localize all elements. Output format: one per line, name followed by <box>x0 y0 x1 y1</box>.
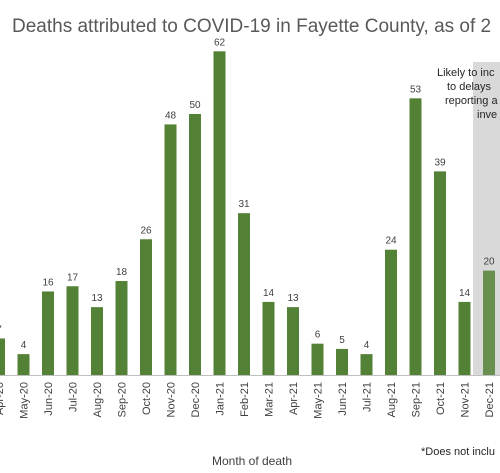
bar-value-label: 26 <box>140 225 152 236</box>
bar <box>66 286 79 375</box>
x-tick-label: Jun-21 <box>337 382 349 416</box>
bar <box>483 270 495 375</box>
bar-value-label: 31 <box>238 199 250 210</box>
x-tick-label: Apr-20 <box>0 382 6 415</box>
x-tick-label: Aug-21 <box>386 382 398 417</box>
bar <box>189 113 201 376</box>
x-tick-labels: Apr-20 May-20 Jun-20 Jul-20 Aug-20 Sep-20 Oct-… <box>0 382 496 419</box>
bar-value-label: 50 <box>189 100 201 111</box>
bars <box>0 51 495 376</box>
bar <box>409 98 422 375</box>
bar <box>0 338 5 375</box>
bar <box>311 343 324 375</box>
x-tick-label: Dec-20 <box>190 382 202 417</box>
shade-note-line: inve <box>477 109 497 121</box>
shade-note-line: to delays <box>447 81 492 93</box>
x-tick-label: Nov-20 <box>166 382 178 417</box>
bar-value-label: 20 <box>483 257 495 268</box>
bar-value-label: 14 <box>263 288 275 299</box>
bar-value-label: 13 <box>91 293 103 304</box>
bar-value-label: 48 <box>165 110 177 121</box>
bar-value-label: 24 <box>385 236 397 247</box>
bar <box>164 124 177 375</box>
bar <box>238 213 250 375</box>
bar-value-label: 17 <box>67 272 79 283</box>
bar-value-label: 62 <box>214 37 226 48</box>
bar-value-label: 7 <box>0 324 2 335</box>
bar <box>91 307 103 375</box>
x-tick-label: Aug-20 <box>92 382 104 417</box>
bar-value-label: 18 <box>116 267 128 278</box>
x-tick-label: Sep-20 <box>117 382 129 417</box>
x-tick-label: Apr-21 <box>288 382 300 415</box>
bar <box>262 301 275 375</box>
x-tick-label: May-20 <box>19 382 31 419</box>
x-tick-label: Jul-21 <box>362 382 374 412</box>
bar-value-label: 14 <box>459 288 471 299</box>
x-axis-title: Month of death <box>212 454 292 468</box>
bar-value-label: 4 <box>364 340 370 351</box>
x-tick-label: May-21 <box>313 382 325 419</box>
chart-title: Deaths attributed to COVID-19 in Fayette… <box>12 16 491 37</box>
x-tick-label: Oct-20 <box>141 382 153 415</box>
x-tick-label: Jun-20 <box>43 382 55 416</box>
bar <box>385 249 397 375</box>
bar <box>42 291 54 375</box>
x-tick-label: Jan-21 <box>215 382 227 416</box>
shaded-region-note: Likely to inc to delays reporting a inve <box>437 67 498 121</box>
bar-value-label: 4 <box>21 340 27 351</box>
footnote: *Does not inclu <box>421 446 495 458</box>
x-tick-label: Mar-21 <box>264 382 276 417</box>
bar-value-label: 5 <box>339 335 345 346</box>
bar <box>140 239 152 375</box>
bar-value-label: 53 <box>410 84 422 95</box>
bar <box>458 301 471 375</box>
x-tick-label: Nov-21 <box>460 382 472 417</box>
bar-value-label: 13 <box>287 293 299 304</box>
bar <box>17 354 30 375</box>
x-tick-label: Feb-21 <box>239 382 251 417</box>
bar <box>360 354 373 375</box>
x-tick-label: Dec-21 <box>484 382 496 417</box>
bar <box>434 171 446 375</box>
bar <box>336 348 348 375</box>
bar <box>115 281 128 375</box>
bar <box>287 307 299 375</box>
x-tick-label: Jul-20 <box>68 382 80 412</box>
x-tick-label: Oct-21 <box>435 382 447 415</box>
bar-value-label: 6 <box>315 330 321 341</box>
value-labels: 7 4 16 17 13 18 26 48 50 62 31 14 13 6 5 4 24 53 39 14 20 <box>0 37 495 351</box>
shade-note-line: reporting a <box>445 95 498 107</box>
bar-value-label: 39 <box>434 157 446 168</box>
shade-note-line: Likely to inc <box>437 67 495 79</box>
x-tick-label: Sep-21 <box>411 382 423 417</box>
bar <box>213 51 226 376</box>
bar-value-label: 16 <box>42 277 54 288</box>
